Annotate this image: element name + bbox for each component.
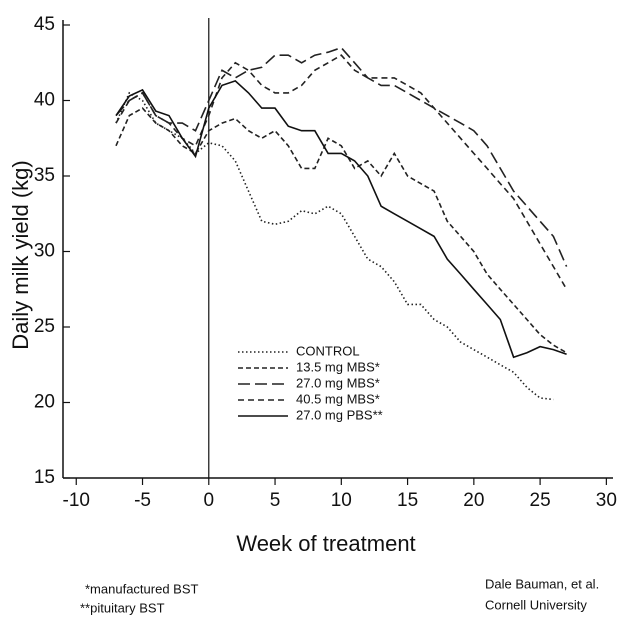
y-axis-title: Daily milk yield (kg) [8, 160, 33, 349]
x-tick-label: 30 [596, 490, 617, 511]
x-axis-title: Week of treatment [236, 531, 415, 556]
legend-label: 13.5 mg MBS* [296, 359, 380, 374]
y-tick-label: 40 [34, 90, 55, 111]
data-line [115, 46, 568, 267]
footnote: *manufactured BST [85, 581, 199, 596]
legend-label: 40.5 mg MBS* [296, 391, 380, 406]
y-tick-label: 15 [34, 467, 55, 488]
legend-label: 27.0 mg MBS* [296, 375, 380, 390]
legend-label: 27.0 mg PBS** [296, 407, 383, 422]
x-tick-label: 25 [530, 490, 551, 511]
data-line [115, 107, 567, 354]
y-tick-label: 45 [34, 14, 55, 35]
credit: Dale Bauman, et al. [485, 576, 599, 591]
x-tick-label: 5 [270, 490, 281, 511]
y-tick-label: 35 [34, 165, 55, 186]
x-tick-label: 10 [331, 490, 352, 511]
x-tick-label: -10 [63, 490, 90, 511]
data-line [115, 79, 567, 359]
x-tick-label: -5 [134, 490, 151, 511]
y-tick-label: 30 [34, 241, 55, 262]
x-tick-label: 20 [463, 490, 484, 511]
x-tick-label: 0 [203, 490, 214, 511]
footnote: **pituitary BST [80, 600, 165, 615]
credit: Cornell University [485, 597, 587, 612]
data-line [115, 54, 568, 290]
y-tick-label: 20 [34, 392, 55, 413]
x-tick-label: 15 [397, 490, 418, 511]
legend-label: CONTROL [296, 343, 360, 358]
y-tick-label: 25 [34, 316, 55, 337]
